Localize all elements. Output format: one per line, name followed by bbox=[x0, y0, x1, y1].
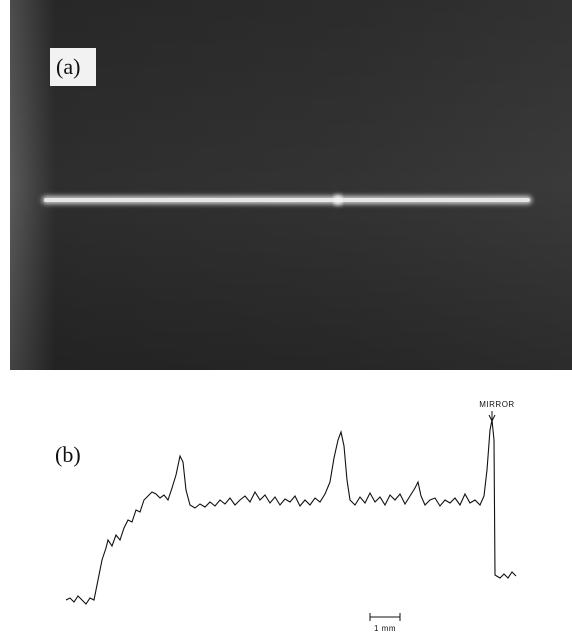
panel-label: (a) bbox=[56, 54, 80, 79]
photo-panel-a: (a) bbox=[10, 0, 572, 370]
scale-label: 1 mm bbox=[374, 624, 396, 633]
bright-spot bbox=[333, 195, 343, 205]
trace-panel-b: (b) MIRROR 1 mm bbox=[55, 400, 517, 633]
panel-label: (b) bbox=[55, 442, 81, 467]
label-box bbox=[50, 48, 96, 86]
mirror-annotation: MIRROR bbox=[479, 400, 514, 409]
intensity-trace bbox=[65, 419, 517, 605]
arrow-head bbox=[488, 414, 496, 423]
light-streak bbox=[44, 198, 530, 202]
photo-shading bbox=[10, 0, 572, 370]
